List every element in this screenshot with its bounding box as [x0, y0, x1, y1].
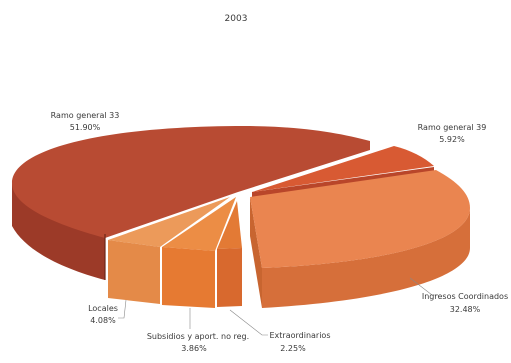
label-ramo-general-33-value: 51.90%: [70, 123, 101, 132]
label-ramo-general-39: Ramo general 39 5.92%: [418, 123, 487, 144]
slice-ramo-general-33-top: [12, 126, 370, 238]
slice-ingresos-coordinados-side: [262, 208, 470, 308]
slice-subsidios-front: [162, 247, 215, 308]
label-subsidios: Subsidios y aport. no reg. 3.86%: [147, 332, 249, 353]
slice-locales-top: [108, 197, 230, 247]
label-ramo-general-33: Ramo general 33 51.90%: [51, 111, 120, 132]
label-ramo-general-39-name: Ramo general 39: [418, 123, 487, 132]
label-locales-name: Locales: [88, 304, 118, 313]
label-subsidios-value: 3.86%: [181, 344, 207, 353]
label-ramo-general-39-value: 5.92%: [439, 135, 465, 144]
slice-subsidios: [162, 197, 236, 308]
label-ingresos-coordinados-name: Ingresos Coordinados: [422, 292, 508, 301]
label-extraordinarios: Extraordinarios 2.25%: [269, 331, 330, 353]
leader-ingresos: [409, 277, 438, 296]
slice-extraordinarios: [217, 201, 242, 307]
slice-ingresos-coordinados: [250, 170, 470, 308]
label-locales-value: 4.08%: [90, 316, 116, 325]
slice-ingresos-coordinados-inner: [250, 197, 262, 308]
slice-extraordinarios-front: [217, 248, 242, 307]
chart-title: 2003: [225, 14, 248, 24]
leader-extraordinarios: [229, 309, 268, 336]
label-ingresos-coordinados-value: 32.48%: [450, 305, 481, 314]
label-extraordinarios-value: 2.25%: [280, 344, 306, 353]
slice-ramo-general-33-side-front: [12, 183, 105, 280]
label-ingresos-coordinados: Ingresos Coordinados 32.48%: [422, 292, 508, 314]
slice-extraordinarios-top: [217, 201, 242, 249]
label-extraordinarios-name: Extraordinarios: [269, 331, 330, 340]
label-locales: Locales 4.08%: [88, 304, 118, 325]
slice-ramo-general-39-top: [252, 146, 434, 192]
slice-ramo-general-33: [12, 126, 370, 280]
slice-locales-front: [108, 240, 160, 304]
label-subsidios-name: Subsidios y aport. no reg.: [147, 332, 249, 341]
label-ramo-general-33-name: Ramo general 33: [51, 111, 120, 120]
slice-subsidios-top: [162, 197, 236, 251]
slice-ingresos-coordinados-top: [250, 170, 470, 268]
slice-locales: [108, 197, 230, 304]
leader-locales: [118, 299, 127, 319]
